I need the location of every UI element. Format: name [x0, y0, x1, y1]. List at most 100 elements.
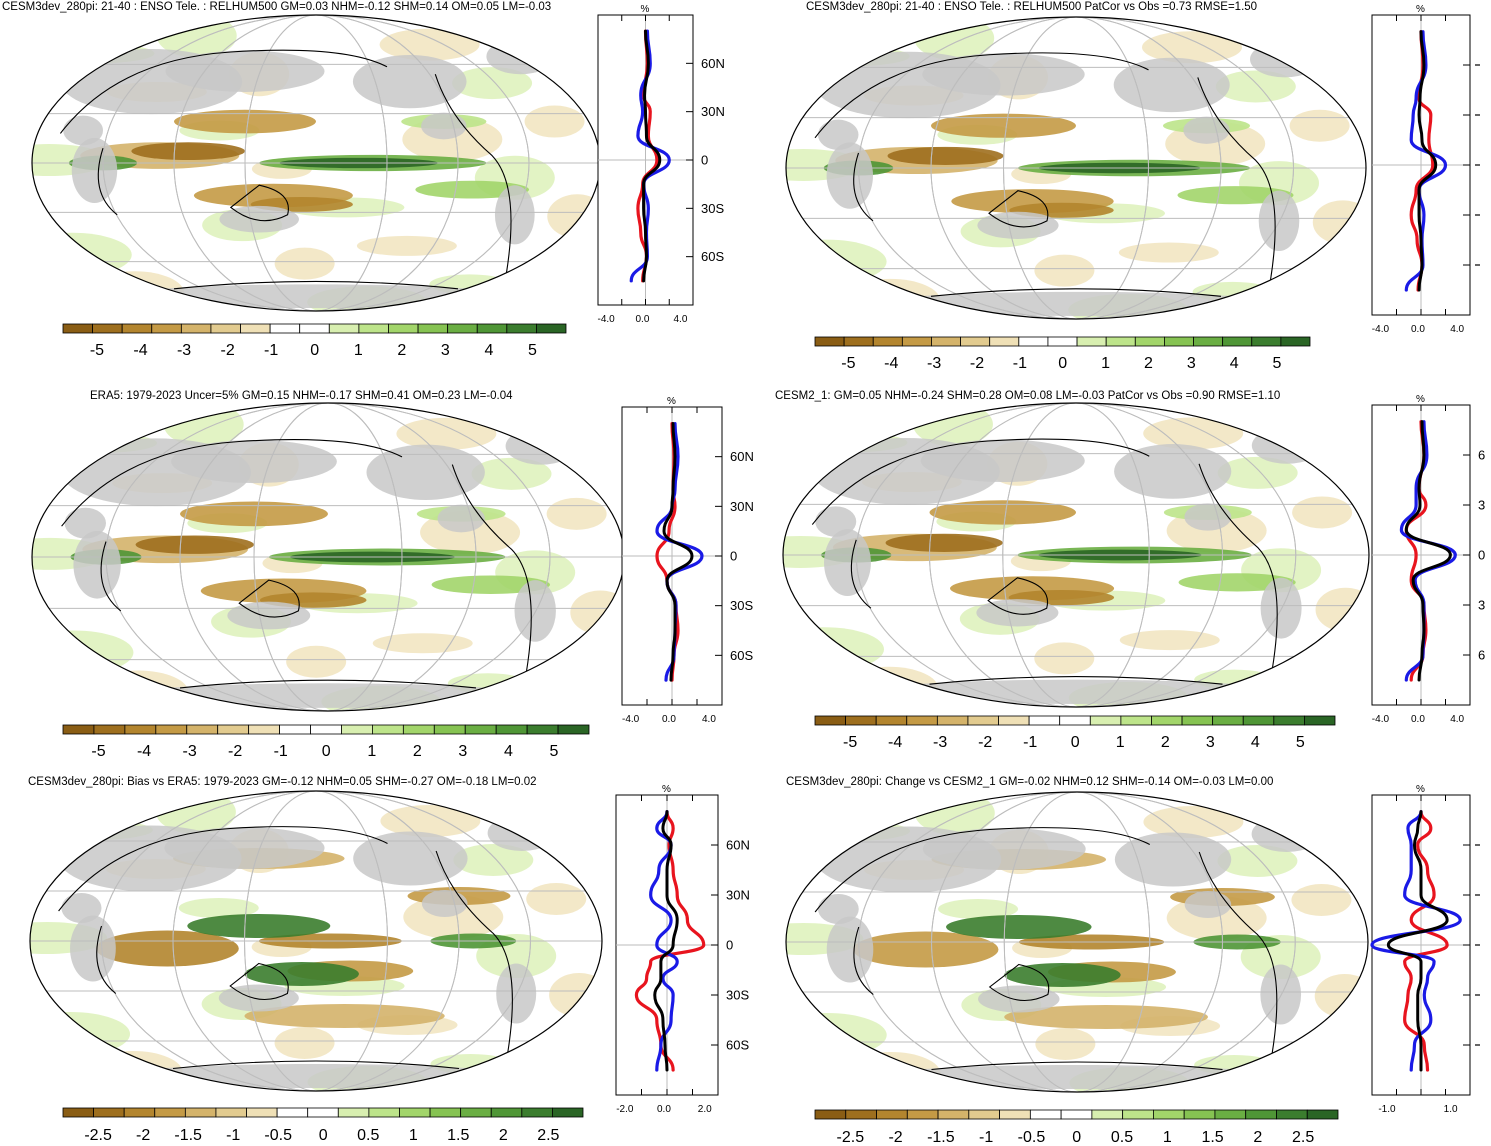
anomaly-field-patch: [1119, 630, 1220, 651]
colorbar-swatch: [999, 1109, 1031, 1120]
colorbar-p5: -2.5 -2 -1.5 -1 -0.5 0 0.5 1 1.5 2 2.5: [62, 1107, 584, 1144]
land-mask: [1184, 891, 1232, 918]
coastline: [814, 827, 1151, 913]
colorbar-label: 2: [1144, 355, 1153, 372]
anomaly-field-patch: [131, 142, 245, 161]
colorbar-label: 4: [1251, 734, 1260, 751]
lat-tick-label: 0: [701, 153, 708, 168]
colorbar-swatch: [186, 724, 219, 735]
longitude-gridline: [1003, 17, 1149, 319]
colorbar-swatch: [180, 323, 212, 334]
map-outline: [785, 16, 1367, 320]
anomaly-field-patch: [549, 973, 602, 1017]
colorbar-label: -2: [136, 1127, 150, 1144]
colorbar-swatch: [1306, 1109, 1339, 1120]
colorbar-swatch: [215, 1107, 247, 1118]
coastline: [930, 288, 1222, 297]
coastline: [1198, 851, 1278, 1055]
colorbar-swatch: [1164, 336, 1194, 347]
land-mask: [115, 1064, 517, 1088]
coastline: [61, 439, 403, 527]
colorbar-label: 2: [1253, 1129, 1262, 1146]
land-mask: [1260, 964, 1302, 1025]
colorbar-label: -1: [274, 743, 288, 760]
colorbar-swatch: [1089, 715, 1122, 726]
colorbar-label: 5: [549, 743, 558, 760]
colorbar-label: -1: [1013, 355, 1027, 372]
land-mask: [421, 112, 467, 140]
zonal-series-black: [642, 29, 662, 283]
colorbar-swatch: [269, 323, 301, 334]
land-mask: [922, 828, 1086, 870]
land-mask: [505, 427, 577, 465]
colorbar-label: -4: [137, 743, 151, 760]
colorbar-swatch: [1018, 336, 1049, 347]
land-mask: [61, 893, 102, 923]
colorbar-swatch: [248, 724, 280, 735]
land-mask: [227, 601, 311, 630]
map-panel-p5: [29, 790, 603, 1092]
colorbar-swatch: [155, 724, 188, 735]
coastline: [179, 679, 477, 689]
lat-tick-label: 6: [1478, 648, 1485, 663]
colorbar-swatch: [1151, 715, 1183, 726]
colorbar-swatch: [526, 724, 559, 735]
anomaly-field-patch: [1312, 200, 1366, 245]
anomaly-field-patch: [379, 28, 480, 61]
land-mask: [164, 827, 325, 869]
colorbar-label: 2: [413, 743, 422, 760]
anomaly-field-patch: [1215, 70, 1296, 103]
colorbar-label: 0.5: [357, 1127, 379, 1144]
colorbar-swatch: [814, 1109, 847, 1120]
zonal-x-tick-label: 0.0: [657, 1104, 671, 1115]
longitude-gridline: [172, 791, 460, 1091]
colorbar-swatch: [1212, 715, 1244, 726]
anomaly-field-patch: [1035, 1028, 1096, 1060]
zonal-series-black: [653, 810, 679, 1072]
map-panel-p2: [785, 16, 1367, 320]
anomaly-field-patch: [32, 403, 62, 413]
colorbar-swatch: [1273, 715, 1305, 726]
longitude-gridline: [858, 17, 1294, 319]
zonal-x-tick-label: 0.0: [1411, 714, 1425, 725]
colorbar-label: 0: [1058, 355, 1067, 372]
colorbar-swatch: [93, 1107, 125, 1118]
land-mask: [817, 119, 859, 150]
land-mask: [437, 504, 485, 533]
land-mask: [1114, 832, 1232, 887]
zonal-series-black: [1386, 810, 1449, 1072]
anomaly-field-patch: [274, 1027, 335, 1059]
colorbar-label: 0: [1072, 1129, 1081, 1146]
lat-tick-label: 3: [1478, 498, 1485, 513]
colorbar-swatch: [845, 1109, 877, 1120]
anomaly-field-patch: [570, 590, 624, 635]
colorbar-swatch: [967, 715, 999, 726]
lat-tick-label: 60N: [730, 449, 754, 464]
colorbar-swatch: [845, 715, 877, 726]
anomaly-field-patch: [1291, 884, 1352, 916]
longitude-gridline: [1002, 403, 1150, 707]
land-mask: [514, 580, 556, 642]
colorbar-label: -3: [927, 355, 941, 372]
map-field: [32, 403, 624, 711]
colorbar-swatch: [151, 323, 182, 334]
land-mask: [171, 439, 337, 484]
anomaly-field-patch: [786, 17, 816, 27]
lat-tick-label: 60N: [701, 56, 725, 71]
map-field: [786, 17, 1366, 319]
anomaly-field-patch: [372, 633, 473, 654]
anomaly-field-patch: [82, 1051, 183, 1091]
land-mask: [1260, 577, 1302, 639]
land-mask: [1183, 116, 1230, 144]
colorbar-swatch: [1076, 336, 1107, 347]
colorbar-label: 5: [528, 342, 537, 359]
anomaly-field-patch: [1289, 109, 1350, 142]
zonal-x-tick-label: 4.0: [674, 314, 688, 325]
anomaly-field-patch: [452, 67, 533, 100]
land-mask: [824, 529, 871, 597]
coastline: [929, 676, 1223, 685]
land-mask: [494, 185, 535, 245]
anomaly-field-patch: [929, 500, 1076, 525]
coastline: [853, 926, 874, 995]
colorbar-swatch: [1304, 715, 1336, 726]
